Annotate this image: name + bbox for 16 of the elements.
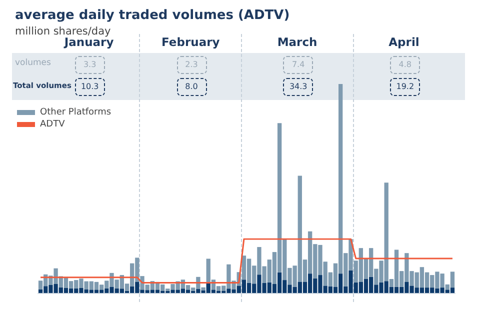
text: 3.3 (74, 56, 105, 74)
legend-label: Other Platforms (40, 108, 112, 118)
text: March (277, 35, 318, 49)
chart-subtitle: million shares/day (15, 26, 111, 38)
text: 4.8 (390, 56, 420, 74)
text: 2.3 (176, 56, 207, 74)
chart-title: average daily traded volumes (ADTV) (15, 8, 290, 23)
annotation: 8.0 (176, 78, 207, 96)
annotation: 19.2 (390, 78, 420, 96)
annotation: 10.3 (74, 78, 105, 96)
annotation: 34.3 (283, 78, 314, 96)
text: volumes (15, 58, 51, 68)
text: February (162, 35, 220, 49)
text: April (388, 35, 420, 49)
legend-label: ADTV (40, 120, 66, 130)
text: 7.4 (283, 56, 314, 74)
